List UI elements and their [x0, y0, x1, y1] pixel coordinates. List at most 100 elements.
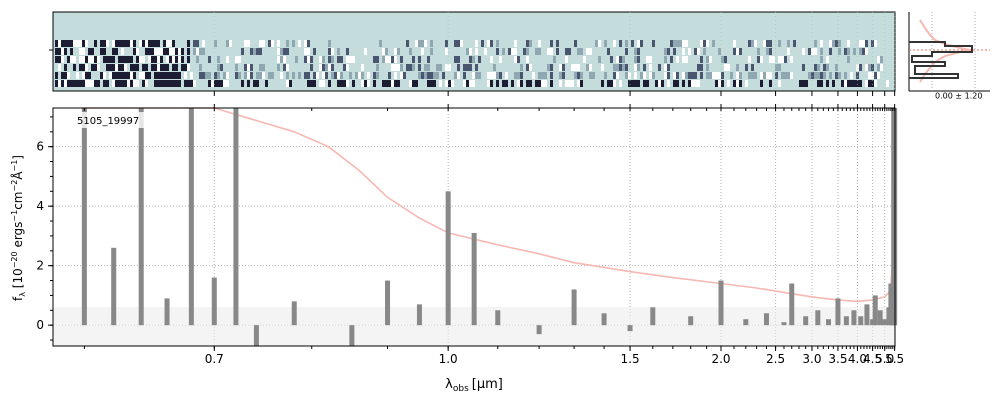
spectrum-2d-pixel	[631, 80, 634, 87]
spectrum-2d-pixel	[748, 56, 751, 63]
spectrum-2d-pixel	[769, 48, 772, 55]
spectrum-2d-pixel	[718, 48, 721, 55]
spectrum-2d-pixel	[250, 64, 253, 71]
spectrum-2d-pixel	[469, 48, 472, 55]
spectrum-2d-pixel	[409, 64, 412, 71]
spectrum-2d-pixel	[781, 72, 784, 79]
spectrum-2d-pixel	[637, 56, 640, 63]
spectrum-2d-pixel	[187, 56, 190, 63]
spectrum-2d-pixel	[454, 40, 457, 47]
spectrum-2d-pixel	[244, 40, 247, 47]
spectrum-2d-pixel	[820, 72, 823, 79]
spectrum-2d-pixel	[526, 56, 529, 63]
spectrum-2d-pixel	[121, 56, 124, 63]
spectrum-2d-pixel	[187, 80, 190, 87]
spectrum-2d-pixel	[565, 56, 568, 63]
spectrum-2d-pixel	[142, 64, 145, 71]
flux-bar	[877, 310, 883, 326]
spectrum-2d-pixel	[124, 72, 127, 79]
spectrum-2d-pixel	[820, 80, 823, 87]
spectrum-2d-pixel	[349, 56, 352, 63]
spectrum-2d-pixel	[760, 56, 763, 63]
spectrum-2d-pixel	[217, 64, 220, 71]
spectrum-2d-pixel	[328, 64, 331, 71]
spectrum-2d-pixel	[424, 64, 427, 71]
spectrum-2d-pixel	[589, 64, 592, 71]
spectrum-2d-pixel	[457, 72, 460, 79]
spectrum-2d-pixel	[115, 48, 118, 55]
flux-bar	[870, 319, 876, 326]
spectrum-2d-pixel	[79, 40, 82, 47]
spectrum-2d-pixel	[307, 56, 310, 63]
spectrum-2d-pixel	[427, 56, 430, 63]
spectrum-2d-pixel	[346, 56, 349, 63]
spectrum-2d-pixel	[439, 64, 442, 71]
spectrum-2d-pixel	[346, 64, 349, 71]
spectrum-2d-pixel	[139, 72, 142, 79]
spectrum-2d-pixel	[589, 48, 592, 55]
spectrum-2d-pixel	[70, 56, 73, 63]
spectrum-2d-pixel	[286, 72, 289, 79]
spectrum-2d-pixel	[166, 40, 169, 47]
spectrum-2d-pixel	[277, 40, 280, 47]
spectrum-2d-pixel	[148, 48, 151, 55]
spectrum-2d-pixel	[331, 64, 334, 71]
spectrum-2d-pixel	[88, 72, 91, 79]
spectrum-2d-pixel	[838, 72, 841, 79]
spectrum-2d-pixel	[304, 72, 307, 79]
spectrum-2d-pixel	[559, 72, 562, 79]
spectrum-2d-pixel	[244, 72, 247, 79]
spectrum-2d-pixel	[628, 72, 631, 79]
spectrum-2d-pixel	[217, 72, 220, 79]
spectrum-2d-pixel	[457, 56, 460, 63]
spectrum-2d-pixel	[664, 72, 667, 79]
x-tick-label: 2.0	[711, 352, 730, 366]
spectrum-2d-pixel	[694, 80, 697, 87]
spectrum-2d-pixel	[427, 72, 430, 79]
spectrum-2d-pixel	[70, 80, 73, 87]
spectrum-2d-pixel	[721, 56, 724, 63]
spectrum-2d-pixel	[337, 48, 340, 55]
flux-bar	[188, 108, 194, 326]
spectrum-2d-pixel	[430, 40, 433, 47]
spectrum-2d-pixel	[97, 64, 100, 71]
spectrum-2d-pixel	[754, 72, 757, 79]
spectrum-2d-pixel	[769, 80, 772, 87]
spectrum-2d-pixel	[787, 40, 790, 47]
spectrum-2d-pixel	[874, 40, 877, 47]
spectrum-2d-pixel	[688, 48, 691, 55]
spectrum-2d-pixel	[475, 64, 478, 71]
spectrum-2d-pixel	[499, 56, 502, 63]
spectrum-2d-pixel	[673, 80, 676, 87]
spectrum-2d-pixel	[313, 48, 316, 55]
spectrum-2d-pixel	[616, 56, 619, 63]
spectrum-2d-pixel	[832, 80, 835, 87]
y-tick-label: 6	[36, 140, 44, 154]
spectrum-2d-pixel	[175, 80, 178, 87]
y-tick-label: 0	[36, 318, 44, 332]
y-label-unit-mid2: cm	[11, 191, 25, 209]
spectrum-2d-pixel	[133, 48, 136, 55]
spectrum-2d-pixel	[127, 56, 130, 63]
flux-bar	[233, 108, 239, 326]
spectrum-2d-pixel	[319, 56, 322, 63]
spectrum-2d-pixel	[649, 64, 652, 71]
spectrum-2d-pixel	[454, 56, 457, 63]
spectrum-2d-pixel	[247, 80, 250, 87]
spectrum-2d-pixel	[73, 56, 76, 63]
spectrum-2d-pixel	[100, 48, 103, 55]
x-axis-label-unit: [μm]	[472, 377, 503, 392]
spectrum-2d-pixel	[469, 80, 472, 87]
spectrum-2d-pixel	[577, 72, 580, 79]
spectrum-2d-pixel	[217, 80, 220, 87]
spectrum-2d-pixel	[148, 72, 151, 79]
spectrum-2d-pixel	[664, 64, 667, 71]
spectrum-2d-pixel	[826, 80, 829, 87]
spectrum-2d-pixel	[583, 56, 586, 63]
spectrum-2d-pixel	[718, 80, 721, 87]
spectrum-2d-pixel	[94, 56, 97, 63]
spectrum-2d-pixel	[112, 64, 115, 71]
spectrum-2d-pixel	[373, 56, 376, 63]
x-tick-label: 1.5	[621, 352, 640, 366]
spectrum-2d-pixel	[709, 72, 712, 79]
